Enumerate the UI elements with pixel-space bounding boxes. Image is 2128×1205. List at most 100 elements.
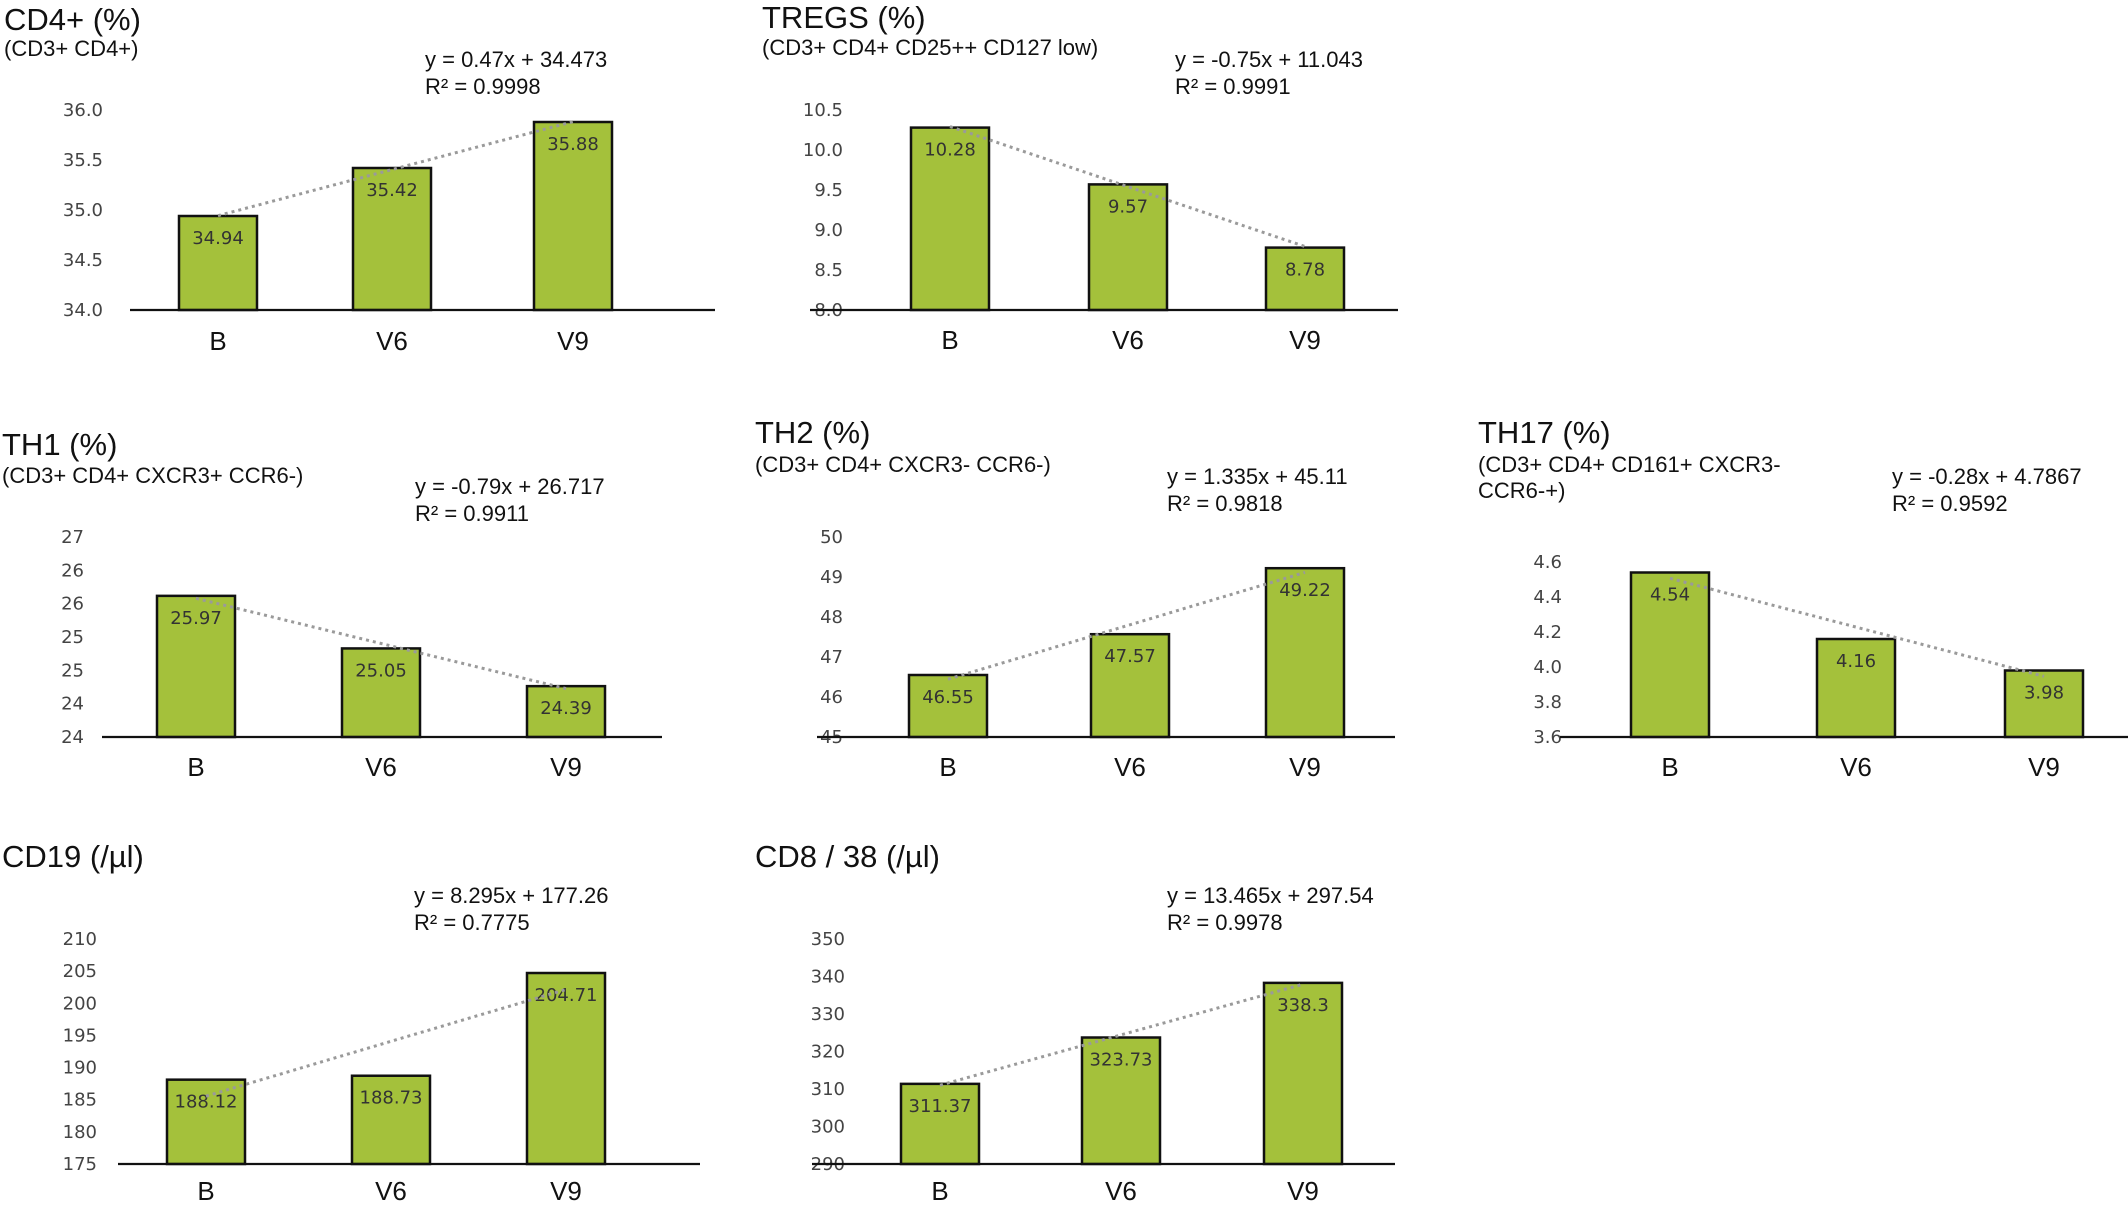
bar-value-label: 34.94 (192, 228, 244, 249)
r-squared-label: R² = 0.7775 (414, 910, 530, 935)
x-tick-label: B (1661, 752, 1678, 782)
r-squared-label: R² = 0.9978 (1167, 910, 1283, 935)
y-tick-label: 330 (811, 1004, 845, 1025)
trendline-equation: y = 0.47x + 34.473 (425, 47, 607, 72)
y-tick-label: 50 (820, 527, 843, 548)
bar-b (177, 214, 259, 312)
y-tick-label: 25 (61, 627, 84, 648)
chart-subtitle: (CD3+ CD4+) (4, 36, 138, 61)
r-squared-label: R² = 0.9818 (1167, 491, 1283, 516)
trendline (195, 596, 567, 691)
bar-value-label: 24.39 (540, 698, 592, 719)
chart-panel-2: TREGS (%)(CD3+ CD4+ CD25++ CD127 low) y =… (762, 0, 1398, 355)
y-tick-label: 4.0 (1533, 657, 1562, 678)
y-tick-label: 24 (61, 694, 84, 715)
bar-value-label: 188.73 (360, 1088, 423, 1109)
y-tick-label: 3.6 (1533, 727, 1562, 748)
bar-value-label: 9.57 (1108, 196, 1148, 217)
chart-title: CD4+ (%) (4, 2, 141, 37)
chart-title: TH17 (%) (1478, 415, 1611, 450)
y-tick-label: 34.0 (63, 300, 103, 321)
bar-value-label: 47.57 (1104, 646, 1156, 667)
y-tick-label: 3.8 (1533, 692, 1562, 713)
trendline-equation: y = -0.75x + 11.043 (1175, 47, 1363, 72)
y-tick-label: 36.0 (63, 100, 103, 121)
chart-subtitle: (CD3+ CD4+ CD25++ CD127 low) (762, 35, 1098, 60)
bar-value-label: 204.71 (535, 985, 598, 1006)
bar-value-label: 8.78 (1285, 260, 1325, 281)
bar-value-label: 323.73 (1090, 1050, 1153, 1071)
x-tick-label: V9 (1289, 752, 1321, 782)
x-tick-label: V6 (1840, 752, 1872, 782)
y-tick-label: 27 (61, 527, 84, 548)
trendline (217, 120, 574, 218)
bar-value-label: 4.54 (1650, 585, 1690, 606)
y-tick-label: 26 (61, 594, 84, 615)
chart-title: TREGS (%) (762, 0, 926, 35)
x-tick-label: B (941, 325, 958, 355)
bar-value-label: 311.37 (909, 1096, 972, 1117)
bar-value-label: 25.97 (170, 608, 222, 629)
x-tick-label: V6 (1114, 752, 1146, 782)
x-tick-label: B (187, 752, 204, 782)
x-tick-label: V9 (1289, 325, 1321, 355)
bar-value-label: 4.16 (1836, 651, 1876, 672)
y-tick-label: 175 (63, 1154, 97, 1175)
chart-panel-5: TH17 (%)(CD3+ CD4+ CD161+ CXCR3-CCR6-+) y… (1478, 415, 2128, 782)
bar-b (899, 1082, 981, 1166)
bar-v9 (1264, 566, 1346, 739)
r-squared-label: R² = 0.9592 (1892, 491, 2008, 516)
y-tick-label: 320 (811, 1042, 845, 1063)
bar-value-label: 49.22 (1279, 580, 1331, 601)
bar-v6 (1089, 632, 1171, 739)
bar-b (165, 1078, 247, 1166)
chart-subtitle: (CD3+ CD4+ CXCR3- CCR6-) (755, 452, 1051, 477)
y-tick-label: 9.5 (814, 180, 843, 201)
trendline-equation: y = -0.28x + 4.7867 (1892, 464, 2082, 489)
x-tick-label: V6 (1112, 325, 1144, 355)
bar-v6 (350, 1074, 432, 1166)
y-tick-label: 9.0 (814, 220, 843, 241)
trendline-equation: y = 13.465x + 297.54 (1167, 883, 1374, 908)
x-tick-label: V6 (1105, 1176, 1137, 1205)
r-squared-label: R² = 0.9998 (425, 74, 541, 99)
bar-v9 (2003, 669, 2085, 739)
x-tick-label: V9 (550, 752, 582, 782)
chart-subtitle: (CD3+ CD4+ CXCR3+ CCR6-) (2, 463, 303, 488)
y-tick-label: 48 (820, 607, 843, 628)
r-squared-label: R² = 0.9911 (415, 501, 529, 526)
trendline-equation: y = -0.79x + 26.717 (415, 474, 605, 499)
y-tick-label: 185 (63, 1090, 97, 1111)
y-tick-label: 10.5 (803, 100, 843, 121)
bar-v6 (340, 647, 422, 739)
y-tick-label: 25 (61, 660, 84, 681)
y-tick-label: 340 (811, 967, 845, 988)
bar-v9 (525, 971, 607, 1166)
y-tick-label: 46 (820, 687, 843, 708)
chart-panel-4: TH2 (%)(CD3+ CD4+ CXCR3- CCR6-) y = 1.335… (755, 415, 1395, 782)
x-tick-label: V9 (2028, 752, 2060, 782)
bar-b (907, 673, 989, 739)
y-tick-label: 190 (63, 1058, 97, 1079)
chart-panel-1: CD4+ (%)(CD3+ CD4+) y = 0.47x + 34.473R² … (4, 2, 715, 356)
x-tick-label: B (197, 1176, 214, 1205)
y-tick-label: 4.2 (1533, 622, 1562, 643)
x-tick-label: V6 (376, 326, 408, 356)
y-tick-label: 195 (63, 1025, 97, 1046)
y-tick-label: 300 (811, 1117, 845, 1138)
y-tick-label: 47 (820, 647, 843, 668)
bar-value-label: 46.55 (922, 687, 974, 708)
y-tick-label: 180 (63, 1122, 97, 1143)
y-tick-label: 49 (820, 567, 843, 588)
bar-value-label: 3.98 (2024, 683, 2064, 704)
bar-value-label: 35.88 (547, 134, 599, 155)
y-tick-label: 26 (61, 560, 84, 581)
x-tick-label: V9 (550, 1176, 582, 1205)
bar-v6 (1080, 1036, 1162, 1166)
trendline-equation: y = 8.295x + 177.26 (414, 883, 609, 908)
r-squared-label: R² = 0.9991 (1175, 74, 1291, 99)
y-tick-label: 4.6 (1533, 552, 1562, 573)
